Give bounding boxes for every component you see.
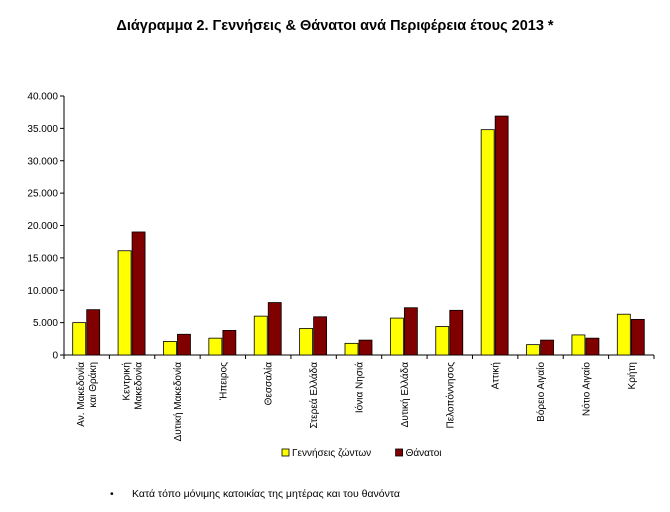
legend-label: Θάνατοι bbox=[406, 447, 442, 459]
bar-births bbox=[72, 322, 87, 356]
bar-births bbox=[526, 344, 540, 356]
category-label: Στερεά Ελλάδα bbox=[308, 362, 320, 429]
category-label: Αττική bbox=[490, 362, 502, 389]
bar-births bbox=[208, 337, 223, 356]
legend-swatch bbox=[281, 448, 290, 457]
footnote-text: Κατά τόπο μόνιμης κατοικίας της μητέρας … bbox=[132, 488, 400, 500]
bar-deaths bbox=[449, 309, 464, 356]
bar-births bbox=[344, 342, 359, 356]
bar-deaths bbox=[131, 231, 146, 356]
bar-births bbox=[616, 313, 631, 356]
category-label: Δυτική Μακεδονία bbox=[172, 362, 184, 442]
legend-swatch bbox=[395, 448, 404, 457]
category-label: Μακεδονία bbox=[133, 362, 145, 410]
chart-title: Διάγραμμα 2. Γεννήσεις & Θάνατοι ανά Περ… bbox=[116, 18, 554, 34]
category-label: Αν. Μακεδονία bbox=[75, 362, 87, 427]
category-label: Νότιο Αιγαίο bbox=[580, 362, 592, 416]
bar-births bbox=[299, 328, 314, 356]
bar-births bbox=[253, 315, 268, 356]
y-tick-label: 0 bbox=[52, 351, 58, 362]
bar-births bbox=[435, 326, 450, 356]
bar-deaths bbox=[313, 316, 328, 356]
bar-births bbox=[571, 334, 586, 356]
y-tick-label: 20.000 bbox=[27, 221, 58, 232]
category-label: και Θράκη bbox=[87, 362, 99, 407]
category-label: Κεντρική bbox=[121, 362, 133, 401]
y-tick-label: 15.000 bbox=[27, 253, 58, 264]
category-label: Βόρειο Αιγαίο bbox=[535, 362, 547, 422]
bar-births bbox=[389, 317, 404, 356]
bar-deaths bbox=[585, 337, 600, 356]
y-tick-label: 35.000 bbox=[27, 124, 58, 135]
bar-deaths bbox=[494, 115, 509, 356]
bar-deaths bbox=[403, 307, 418, 356]
footnote-bullet: • bbox=[110, 488, 114, 500]
bar-deaths bbox=[267, 302, 282, 356]
bar-deaths bbox=[86, 309, 101, 356]
category-label: Ήπειρος bbox=[218, 362, 229, 401]
bar-births bbox=[163, 341, 177, 356]
bar-deaths bbox=[630, 318, 645, 356]
y-tick-label: 30.000 bbox=[27, 156, 58, 167]
bar-deaths bbox=[177, 333, 191, 356]
category-label: Πελοπόννησος bbox=[444, 362, 456, 429]
category-label: Θεσσαλία bbox=[263, 362, 275, 406]
bar-births bbox=[480, 129, 495, 356]
y-tick-label: 10.000 bbox=[27, 286, 58, 297]
y-tick-label: 5.000 bbox=[33, 318, 58, 329]
bar-deaths bbox=[222, 329, 237, 356]
y-tick-label: 25.000 bbox=[27, 189, 58, 200]
legend-label: Γεννήσεις ζώντων bbox=[292, 447, 371, 459]
category-label: Κρήτη bbox=[626, 362, 638, 389]
bar-deaths bbox=[358, 339, 373, 356]
footnote: • Κατά τόπο μόνιμης κατοικίας της μητέρας… bbox=[110, 488, 400, 500]
bar-deaths bbox=[540, 339, 554, 356]
category-label: Δυτική Ελλάδα bbox=[399, 362, 411, 428]
category-label: Ιόνια Νησιά bbox=[354, 362, 366, 413]
bar-births bbox=[117, 250, 132, 356]
y-tick-label: 40.000 bbox=[27, 92, 58, 103]
